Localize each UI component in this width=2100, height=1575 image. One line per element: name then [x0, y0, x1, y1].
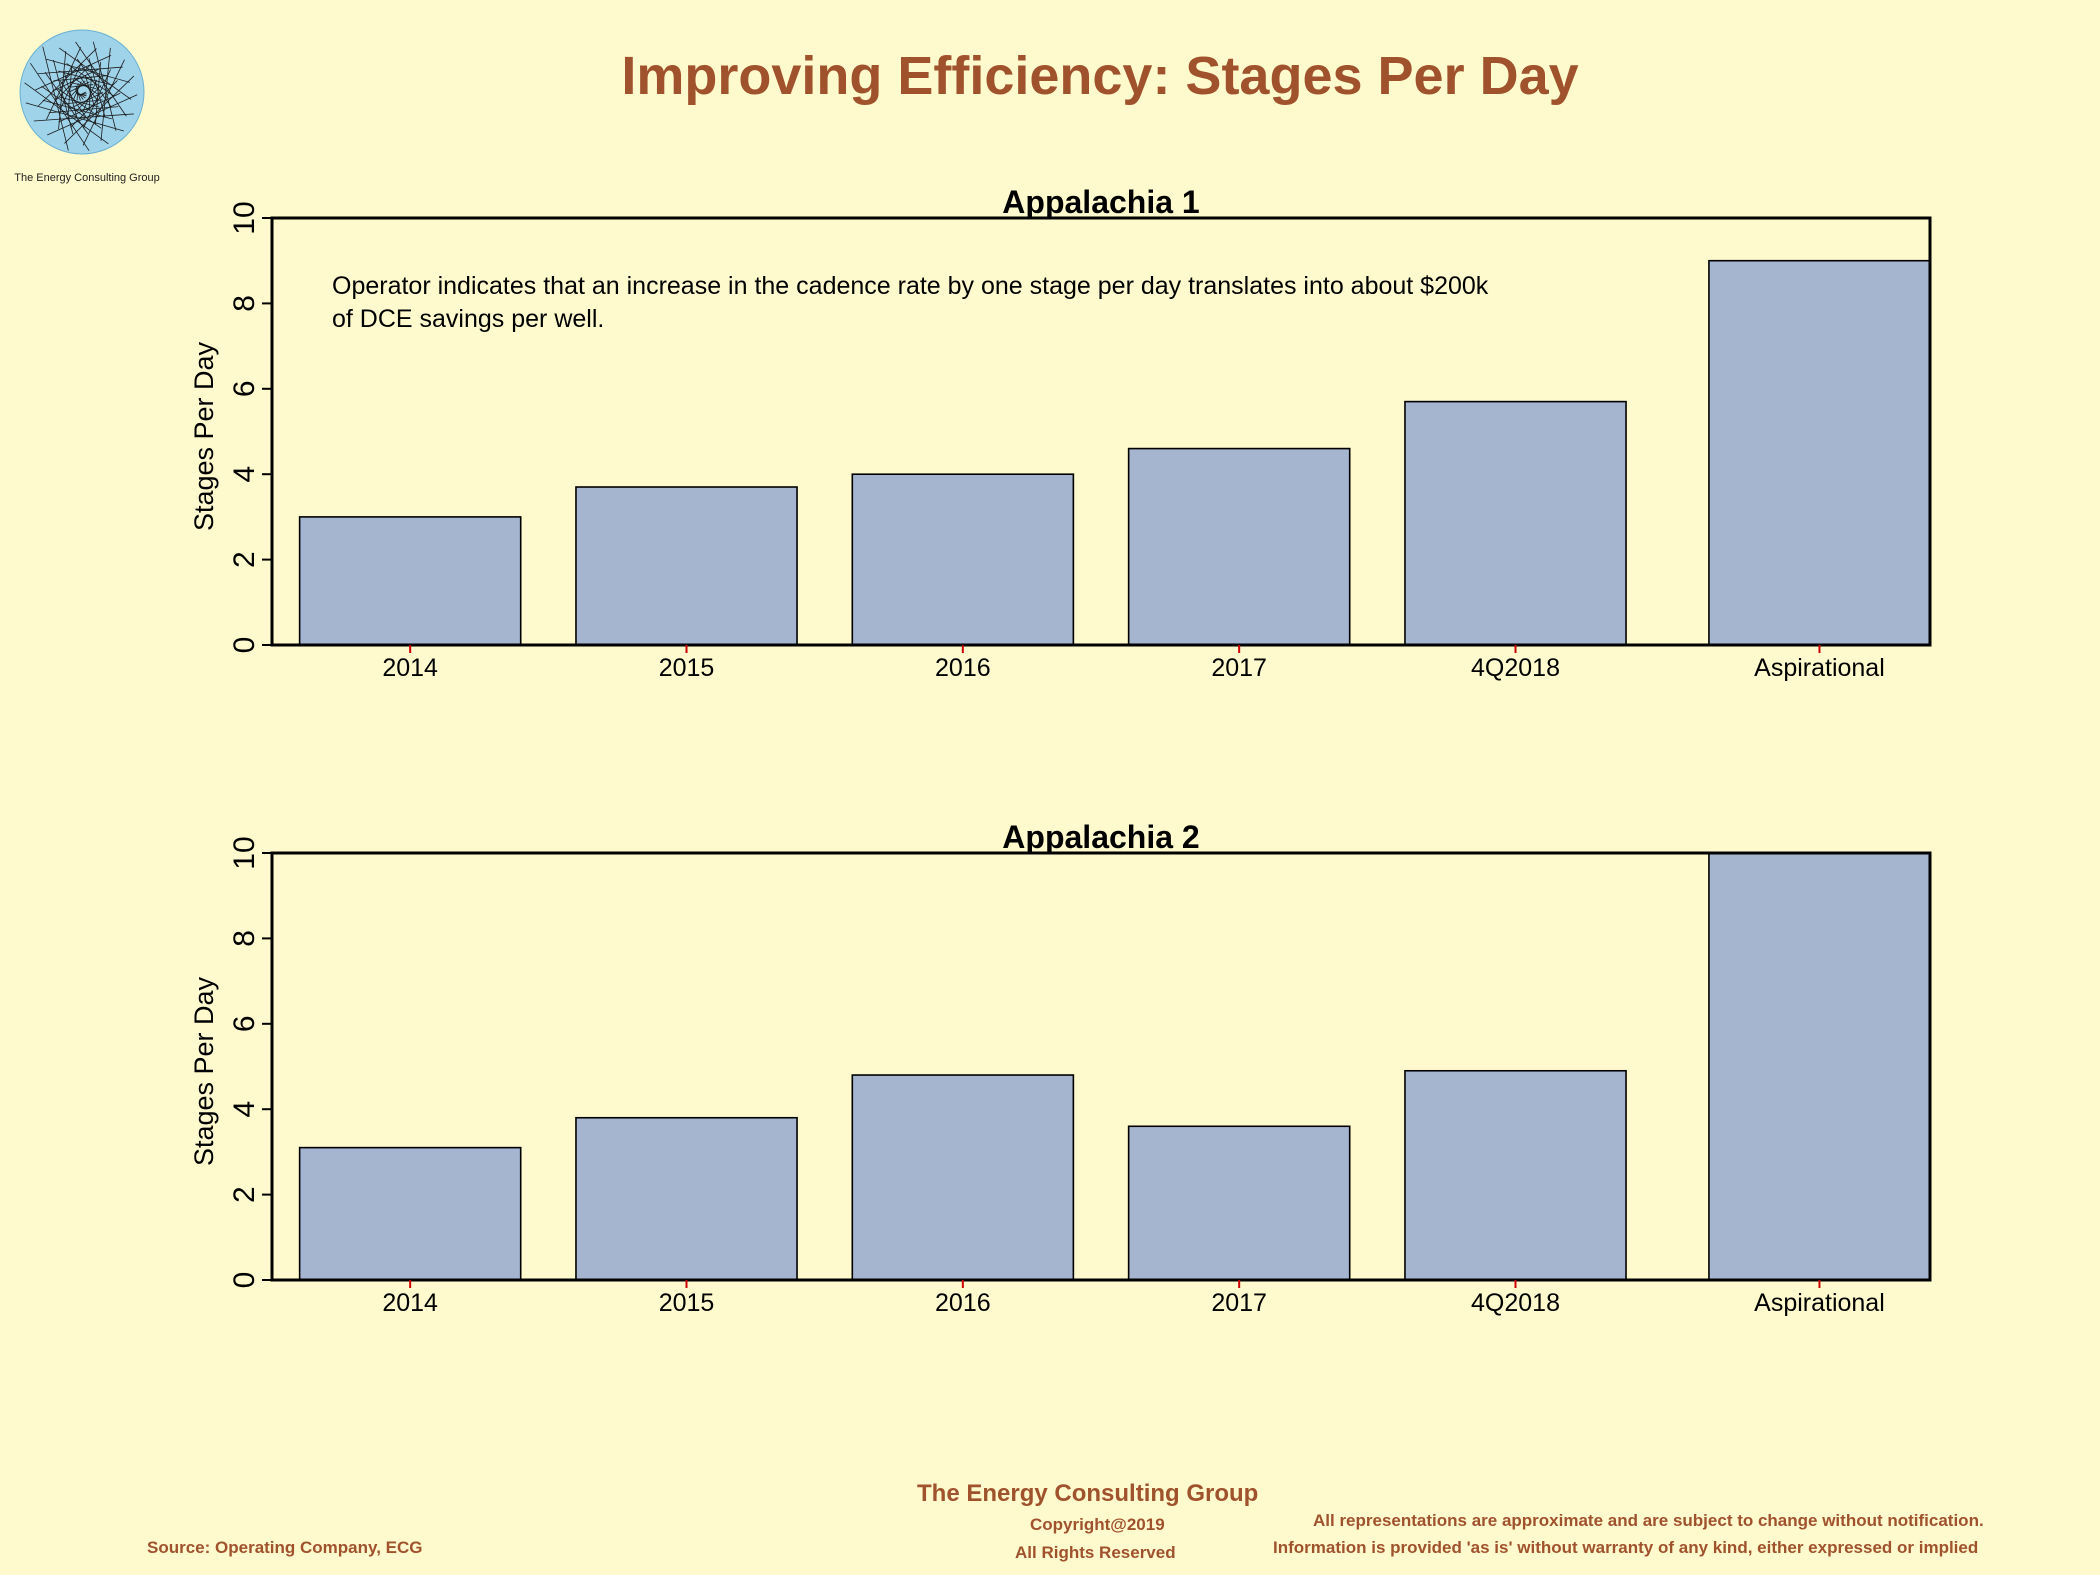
- bar-chart-2: Appalachia 2 2014 2015 2016 2017 4Q2018 Aspira…: [189, 819, 1930, 1317]
- bar: [300, 517, 521, 645]
- footer-disclaimer-2: Information is provided 'as is' without …: [1273, 1538, 1978, 1558]
- bar: [576, 487, 797, 645]
- bar: [1709, 261, 1930, 645]
- y-tick-label: 2: [228, 1186, 261, 1203]
- bar: [576, 1118, 797, 1280]
- y-tick-label: 4: [228, 1101, 261, 1118]
- bar: [1129, 449, 1350, 645]
- bar: [1405, 1071, 1626, 1280]
- x-tick-label: 2014: [382, 654, 438, 682]
- bar: [1129, 1126, 1350, 1280]
- x-tick-label: 2014: [382, 1289, 438, 1317]
- bar: [1405, 402, 1626, 645]
- x-tick-label: 2016: [935, 654, 991, 682]
- y-tick-label: 6: [228, 380, 261, 397]
- bar: [300, 1148, 521, 1280]
- y-tick-label: 0: [228, 1272, 261, 1289]
- chart-title: Appalachia 1: [1002, 184, 1199, 220]
- x-tick-label: 4Q2018: [1471, 1289, 1560, 1317]
- x-tick-label: 2015: [659, 1289, 715, 1317]
- annotation-text: of DCE savings per well.: [332, 305, 604, 333]
- x-tick-label: Aspirational: [1754, 1289, 1885, 1317]
- y-tick-label: 8: [228, 295, 261, 312]
- y-tick-label: 10: [228, 201, 261, 234]
- footer-company-name: The Energy Consulting Group: [917, 1480, 1258, 1508]
- bar-chart-1: Appalachia 1 2014 2015 2016 2017 4Q2018 Aspira…: [189, 184, 1930, 682]
- footer-disclaimer-1: All representations are approximate and …: [1313, 1511, 1984, 1531]
- y-tick-label: 0: [228, 637, 261, 654]
- y-axis-label: Stages Per Day: [189, 341, 219, 531]
- y-tick-label: 8: [228, 930, 261, 947]
- y-tick-label: 2: [228, 551, 261, 568]
- charts-canvas: Appalachia 1 2014 2015 2016 2017 4Q2018 Aspira…: [0, 0, 2100, 1400]
- bar: [852, 1075, 1073, 1280]
- bar: [1709, 853, 1930, 1280]
- chart-title: Appalachia 2: [1002, 819, 1199, 855]
- y-axis-label: Stages Per Day: [189, 976, 219, 1166]
- x-tick-label: 4Q2018: [1471, 654, 1560, 682]
- x-tick-label: 2017: [1211, 1289, 1267, 1317]
- bar: [852, 474, 1073, 645]
- x-tick-label: 2017: [1211, 654, 1267, 682]
- y-tick-label: 4: [228, 466, 261, 483]
- x-tick-label: 2015: [659, 654, 715, 682]
- x-tick-label: Aspirational: [1754, 654, 1885, 682]
- y-tick-label: 6: [228, 1015, 261, 1032]
- annotation-text: Operator indicates that an increase in t…: [332, 272, 1489, 300]
- footer-source: Source: Operating Company, ECG: [147, 1538, 423, 1558]
- footer-rights: All Rights Reserved: [1015, 1543, 1176, 1563]
- footer-copyright: Copyright@2019: [1030, 1515, 1165, 1535]
- y-tick-label: 10: [228, 836, 261, 869]
- x-tick-label: 2016: [935, 1289, 991, 1317]
